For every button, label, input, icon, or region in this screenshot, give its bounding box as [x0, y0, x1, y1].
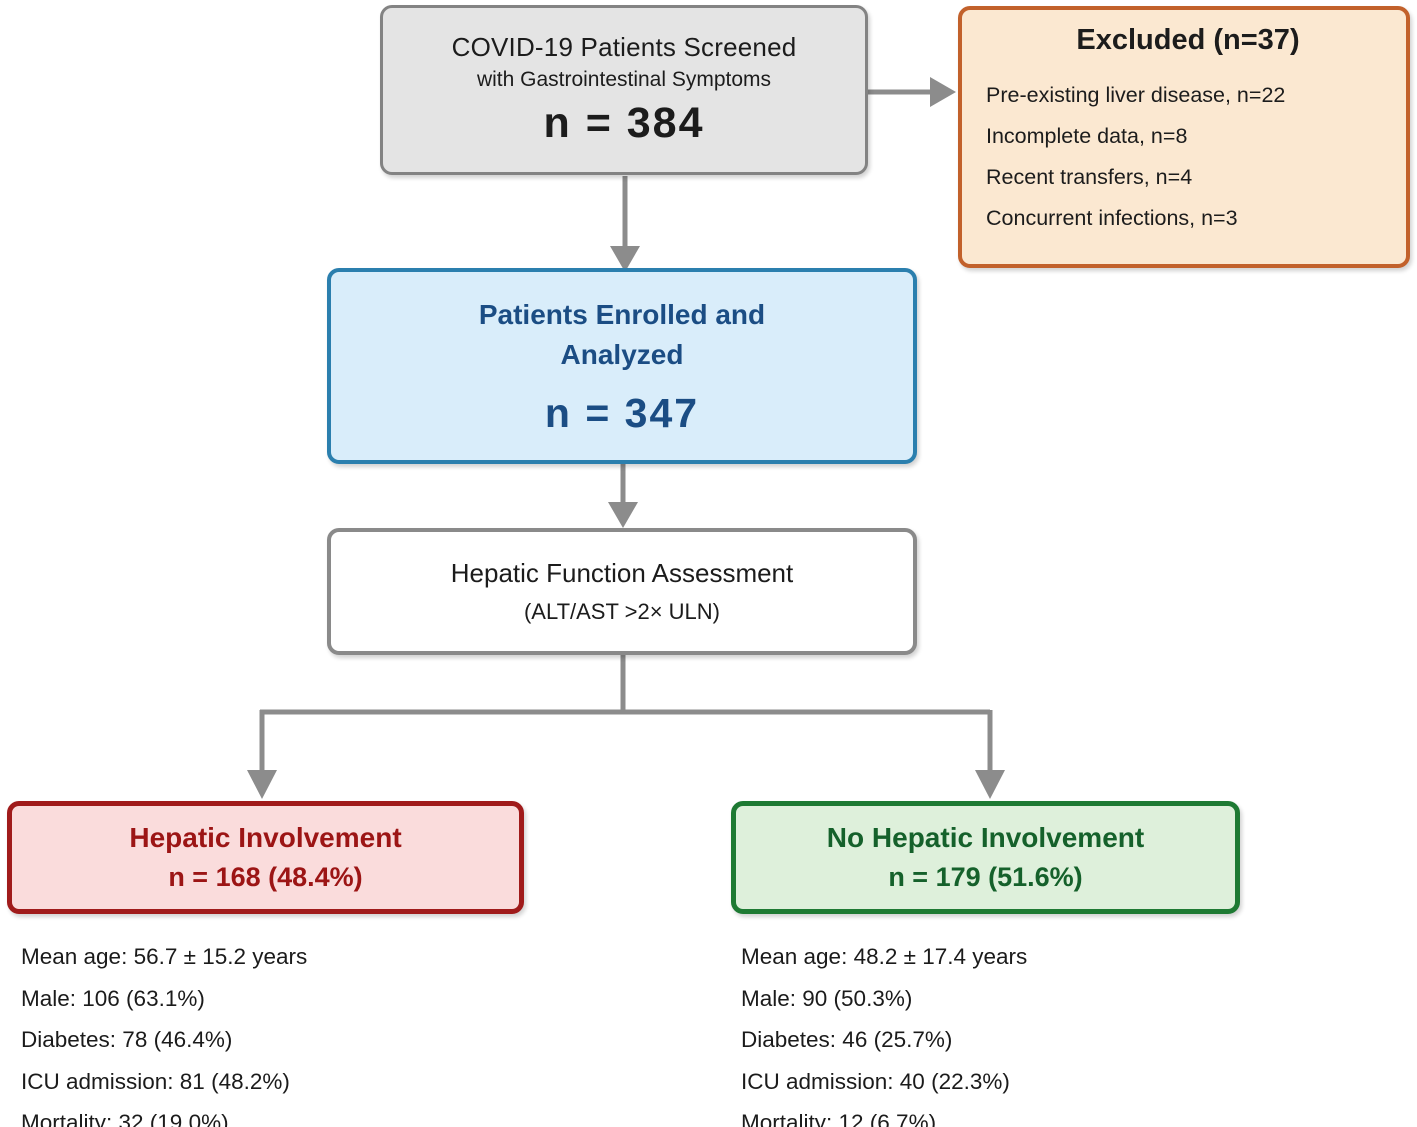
- hepatic-involvement-count: n = 168 (48.4%): [168, 862, 363, 892]
- hepatic-involvement-title: Hepatic Involvement: [129, 822, 402, 853]
- excluded-title: Excluded (n=37): [1076, 24, 1300, 56]
- stat-diabetes: Diabetes: 46 (25.7%): [741, 1027, 953, 1052]
- arrowhead-screened-to-excluded: [930, 77, 956, 107]
- stat-male: Male: 106 (63.1%): [21, 985, 205, 1011]
- no-hepatic-involvement-stats: Mean age: 48.2 ± 17.4 years Male: 90 (50…: [741, 944, 1027, 1127]
- no-hepatic-involvement-count: n = 179 (51.6%): [888, 862, 1083, 892]
- stat-mean-age: Mean age: 56.7 ± 15.2 years: [21, 944, 308, 969]
- enrolled-title-line1: Patients Enrolled and: [478, 299, 766, 331]
- screened-subtitle: with Gastrointestinal Symptoms: [476, 68, 772, 91]
- excluded-list: Pre-existing liver disease, n=22 Incompl…: [986, 67, 1390, 231]
- arrowhead-to-no-hepatic: [975, 770, 1005, 799]
- excluded-item: Concurrent infections, n=3: [986, 206, 1238, 230]
- arrowhead-to-hepatic: [247, 770, 277, 799]
- stat-mortality: Mortality: 32 (19.0%): [21, 1110, 229, 1127]
- excluded-item: Recent transfers, n=4: [986, 165, 1193, 189]
- hepatic-involvement-stats: Mean age: 56.7 ± 15.2 years Male: 106 (6…: [21, 944, 307, 1127]
- stat-icu-admission: ICU admission: 81 (48.2%): [21, 1068, 290, 1094]
- stat-male: Male: 90 (50.3%): [741, 985, 913, 1011]
- stat-diabetes: Diabetes: 78 (46.4%): [21, 1027, 233, 1052]
- stat-mean-age: Mean age: 48.2 ± 17.4 years: [741, 944, 1028, 969]
- arrowhead-enrolled-to-assessment: [608, 502, 638, 528]
- no-hepatic-involvement-title: No Hepatic Involvement: [826, 822, 1145, 853]
- enrolled-title-line2: Analyzed: [560, 338, 684, 370]
- stat-mortality: Mortality: 12 (6.7%): [741, 1110, 937, 1127]
- hepatic-involvement-box: Hepatic Involvement n = 168 (48.4%): [7, 801, 524, 914]
- no-hepatic-involvement-box: No Hepatic Involvement n = 179 (51.6%): [731, 801, 1240, 914]
- screened-box: COVID-19 Patients Screened with Gastroin…: [380, 5, 868, 175]
- assessment-box: Hepatic Function Assessment (ALT/AST >2×…: [327, 528, 917, 655]
- excluded-item: Pre-existing liver disease, n=22: [986, 83, 1286, 107]
- enrolled-count: n = 347: [544, 389, 700, 436]
- screened-count: n = 384: [543, 99, 705, 147]
- assessment-criteria: (ALT/AST >2× ULN): [523, 599, 721, 624]
- assessment-title: Hepatic Function Assessment: [450, 558, 794, 588]
- screened-title: COVID-19 Patients Screened: [451, 32, 797, 62]
- excluded-box: Excluded (n=37) Pre-existing liver disea…: [958, 6, 1410, 268]
- enrolled-box: Patients Enrolled and Analyzed n = 347: [327, 268, 917, 464]
- stat-icu-admission: ICU admission: 40 (22.3%): [741, 1068, 1010, 1094]
- excluded-item: Incomplete data, n=8: [986, 124, 1188, 148]
